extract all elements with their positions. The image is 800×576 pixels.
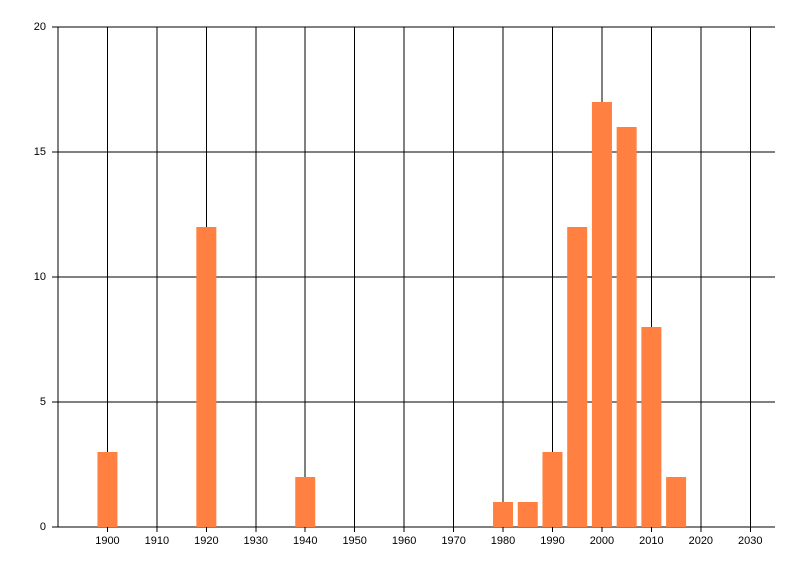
- x-tick-label: 1900: [95, 535, 119, 547]
- x-tick-label: 1940: [293, 535, 317, 547]
- x-tick-label: 1990: [540, 535, 564, 547]
- bar: [517, 502, 538, 527]
- bar: [295, 477, 316, 527]
- x-tick-label: 1930: [244, 535, 268, 547]
- bar: [542, 452, 563, 527]
- x-tick-label: 1960: [392, 535, 416, 547]
- x-tick-label: 2000: [590, 535, 614, 547]
- y-tick-label: 5: [40, 396, 46, 408]
- bar: [97, 452, 118, 527]
- x-tick-label: 1970: [441, 535, 465, 547]
- y-tick-label: 10: [34, 271, 46, 283]
- x-tick-label: 2020: [689, 535, 713, 547]
- bar: [616, 127, 637, 527]
- x-tick-label: 1980: [491, 535, 515, 547]
- y-tick-label: 0: [40, 521, 46, 533]
- bar: [567, 227, 588, 527]
- bar: [591, 102, 612, 527]
- x-tick-label: 2030: [738, 535, 762, 547]
- x-tick-label: 1910: [145, 535, 169, 547]
- bar: [666, 477, 687, 527]
- bar: [641, 327, 662, 527]
- x-tick-label: 2010: [639, 535, 663, 547]
- x-tick-label: 1920: [194, 535, 218, 547]
- bar: [196, 227, 217, 527]
- y-tick-label: 20: [34, 21, 46, 33]
- y-tick-label: 15: [34, 146, 46, 158]
- x-tick-label: 1950: [342, 535, 366, 547]
- bar: [493, 502, 514, 527]
